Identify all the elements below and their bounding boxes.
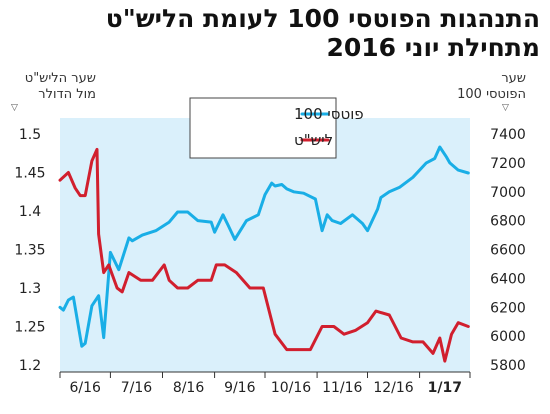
right-tick-label: 6800 [490,214,526,230]
plot-background [60,118,470,372]
left-tick-label: 1.5 [19,127,41,143]
left-tick-label: 1.35 [14,243,45,259]
left-tick-label: 1.3 [19,281,41,297]
right-tick-label: 6600 [490,243,526,259]
x-tick-label: 6/16 [69,380,101,396]
right-axis-caption-line-2: הפוטסי 100 [457,87,526,102]
right-axis-caption-line-1: שער [501,71,526,86]
left-tick-label: 1.2 [19,358,41,374]
x-tick-label: 1/17 [428,380,462,396]
title-line-2: מתחילת יוני 2016 [326,33,540,62]
x-tick-label: 9/16 [224,380,256,396]
right-tick-label: 7000 [490,185,526,201]
ftse-series-line [58,145,470,348]
x-tick-label: 10/16 [271,380,311,396]
left-axis-caption: שער הליש"ט מול הדולר [6,71,96,103]
x-tick-label: 11/16 [322,380,362,396]
right-axis-triangle-icon: ▽ [502,103,509,113]
left-axis-triangle-icon: ▽ [11,103,18,113]
right-axis-caption: שער הפוטסי 100 [446,71,526,103]
right-tick-label: 6400 [490,271,526,287]
right-tick-label: 7400 [490,127,526,143]
x-tick-label: 7/16 [121,380,153,396]
legend-gbp-label: ליש"ט [294,131,333,149]
x-tick-label: 8/16 [173,380,205,396]
legend-box [189,97,337,159]
left-tick-label: 1.4 [19,204,41,220]
gbp-series-line [58,147,470,363]
right-tick-label: 6000 [490,329,526,345]
right-tick-label: 5800 [490,358,526,374]
chart-title: התנהגות הפוטסי 100 לעומת הליש"ט מתחילת י… [10,4,540,62]
left-axis-caption-line-1: שער הליש"ט [24,71,96,86]
left-tick-label: 1.25 [14,320,45,336]
title-line-1: התנהגות הפוטסי 100 לעומת הליש"ט [105,4,540,33]
legend-ftse-label: פוטסי 100 [294,105,364,123]
right-tick-label: 6200 [490,300,526,316]
left-tick-label: 1.45 [14,166,45,182]
left-axis-caption-line-2: מול הדולר [38,87,96,102]
x-tick-label: 12/16 [373,380,413,396]
right-tick-label: 7200 [490,156,526,172]
